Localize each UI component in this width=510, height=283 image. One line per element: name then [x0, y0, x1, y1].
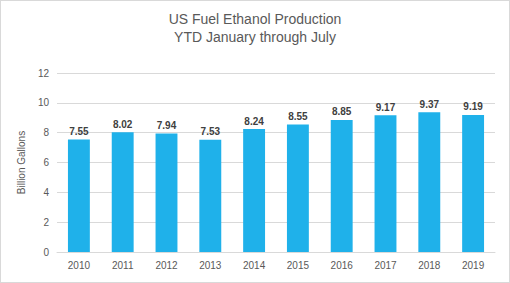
- svg-text:2017: 2017: [374, 260, 397, 271]
- svg-text:9.17: 9.17: [376, 102, 396, 113]
- svg-text:8.24: 8.24: [244, 116, 264, 127]
- svg-text:2012: 2012: [155, 260, 178, 271]
- svg-text:9.37: 9.37: [420, 99, 440, 110]
- svg-text:0: 0: [43, 247, 49, 258]
- svg-text:9.19: 9.19: [463, 101, 483, 112]
- svg-text:8.02: 8.02: [113, 119, 133, 130]
- svg-text:8: 8: [43, 127, 49, 138]
- svg-text:10: 10: [38, 97, 50, 108]
- svg-text:12: 12: [38, 68, 50, 79]
- svg-text:8.85: 8.85: [332, 106, 352, 117]
- svg-text:YTD January through July: YTD January through July: [174, 29, 336, 45]
- svg-text:2: 2: [43, 217, 49, 228]
- svg-text:2018: 2018: [418, 260, 441, 271]
- svg-text:2010: 2010: [68, 260, 91, 271]
- svg-text:8.55: 8.55: [288, 111, 308, 122]
- svg-text:US Fuel Ethanol Production: US Fuel Ethanol Production: [169, 11, 342, 27]
- svg-text:2013: 2013: [199, 260, 222, 271]
- svg-text:2014: 2014: [243, 260, 266, 271]
- svg-text:Billion Gallons: Billion Gallons: [16, 131, 27, 194]
- svg-text:6: 6: [43, 157, 49, 168]
- svg-text:7.55: 7.55: [69, 126, 89, 137]
- svg-text:7.53: 7.53: [201, 126, 221, 137]
- svg-text:2016: 2016: [331, 260, 354, 271]
- svg-text:2011: 2011: [112, 260, 134, 271]
- svg-text:7.94: 7.94: [157, 120, 177, 131]
- svg-text:2015: 2015: [287, 260, 310, 271]
- svg-text:4: 4: [43, 187, 49, 198]
- svg-text:2019: 2019: [462, 260, 485, 271]
